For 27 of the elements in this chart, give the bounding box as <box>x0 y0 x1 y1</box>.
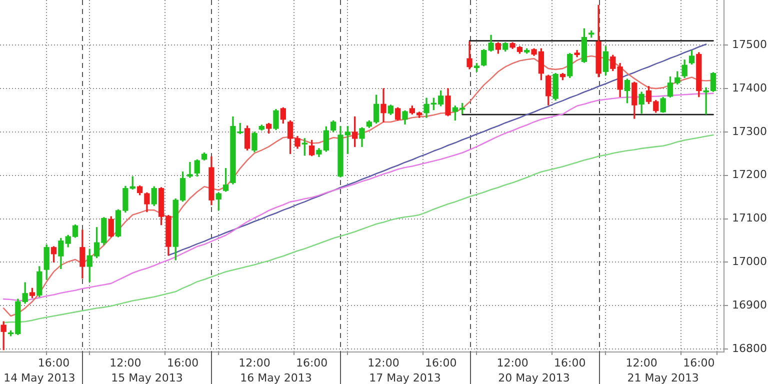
x-tick-label: 16 May 2013 <box>240 371 312 384</box>
x-tick-label: 16:00 <box>296 356 328 370</box>
x-tick-label: 16:00 <box>38 356 70 370</box>
candlestick <box>380 88 386 122</box>
x-tick-label: 20 May 2013 <box>498 371 570 384</box>
x-tick-label: 15 May 2013 <box>111 371 183 384</box>
x-tick-label: 12:00 <box>238 356 270 370</box>
x-tick-label: 12:00 <box>110 356 142 370</box>
x-tick-label: 16:00 <box>166 356 199 370</box>
x-tick-label: 12:00 <box>368 356 400 370</box>
candlestick <box>187 162 193 178</box>
x-tick-label: 21 May 2013 <box>627 371 699 384</box>
y-tick-label: 17400 <box>732 81 767 94</box>
y-tick-label: 16900 <box>732 298 767 312</box>
y-tick-label: 17300 <box>732 124 767 138</box>
x-tick-label: 16:00 <box>425 356 457 370</box>
y-tick-label: 17000 <box>732 255 767 268</box>
x-tick-label: 16:00 <box>554 356 586 370</box>
x-tick-label: 12:00 <box>626 356 658 370</box>
x-tick-label: 14 May 2013 <box>4 371 76 384</box>
y-tick-label: 17500 <box>732 38 767 51</box>
x-tick-label: 12:00 <box>496 356 528 370</box>
y-tick-label: 16800 <box>732 342 767 355</box>
y-tick-label: 17100 <box>732 212 767 225</box>
y-tick-label: 17200 <box>732 168 767 182</box>
x-tick-label: 17 May 2013 <box>369 371 441 384</box>
x-tick-label: 16:00 <box>683 356 715 370</box>
